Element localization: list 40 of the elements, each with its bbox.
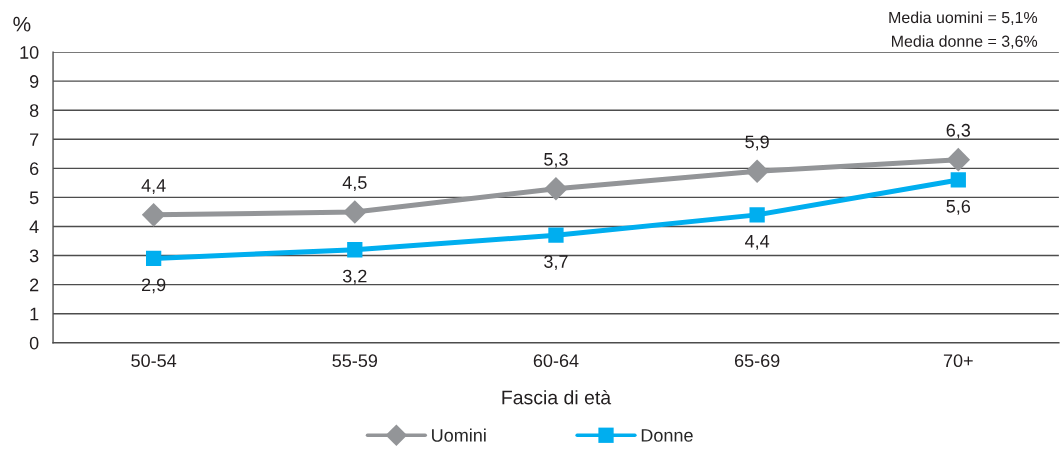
- point: [548, 227, 564, 243]
- data-label: 4,4: [745, 234, 770, 250]
- x-tick-label: 50-54: [131, 354, 177, 368]
- y-tick-label: 5: [29, 191, 39, 205]
- point: [544, 176, 568, 201]
- point: [145, 250, 162, 267]
- x-tick-label: 70+: [943, 354, 973, 368]
- point: [347, 242, 363, 258]
- data-label: 6,3: [946, 123, 971, 139]
- y-tick-label: 9: [29, 75, 39, 88]
- point: [343, 200, 367, 224]
- data-label: 4,4: [141, 179, 166, 194]
- y-tick-label: 7: [30, 133, 39, 146]
- point: [749, 207, 765, 223]
- x-tick-label: 55-59: [332, 354, 378, 368]
- point: [141, 203, 166, 227]
- point: [946, 147, 971, 172]
- x-tick-label: 65-69: [734, 354, 780, 368]
- x-axis-title: Fascia di età: [502, 389, 612, 405]
- x-tick-label: 60-64: [533, 354, 579, 368]
- y-tick-label: 3: [29, 249, 39, 263]
- legend-label: Uomini: [432, 428, 486, 442]
- data-label: 5,3: [544, 152, 568, 168]
- y-tick-label: 6: [30, 162, 39, 176]
- y-tick-label: 1: [30, 307, 39, 321]
- y-axis-title: %: [13, 16, 31, 32]
- y-tick-label: 0: [29, 336, 39, 350]
- y-tick-label: 4: [29, 220, 39, 234]
- data-label: 5,6: [946, 199, 971, 215]
- data-label: 3,7: [544, 255, 568, 271]
- y-tick-label: 10: [20, 46, 39, 59]
- y-tick-label: 8: [29, 104, 39, 117]
- legend-label: Donne: [641, 429, 693, 442]
- text: Media uomini = 5,1%: [889, 11, 1038, 26]
- text: Media donne = 3,6%: [892, 35, 1038, 49]
- point: [745, 159, 769, 184]
- y-tick-label: 2: [30, 278, 39, 292]
- data-label: 4,5: [342, 176, 367, 192]
- data-label: 3,2: [342, 269, 367, 285]
- point: [950, 172, 966, 188]
